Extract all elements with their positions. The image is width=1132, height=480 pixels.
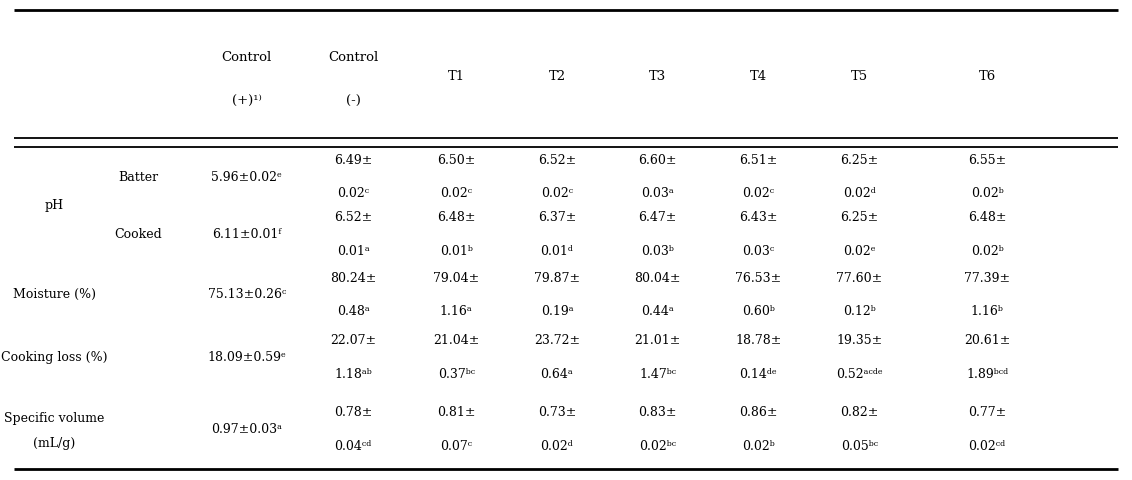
- Text: 6.50±: 6.50±: [437, 153, 475, 167]
- Text: 0.02ᶜ: 0.02ᶜ: [337, 187, 369, 200]
- Text: 80.04±: 80.04±: [634, 271, 681, 284]
- Text: 0.03ᵇ: 0.03ᵇ: [641, 244, 675, 258]
- Text: 6.49±: 6.49±: [334, 153, 372, 167]
- Text: Control: Control: [222, 51, 272, 64]
- Text: 6.51±: 6.51±: [739, 153, 778, 167]
- Text: (-): (-): [345, 94, 361, 108]
- Text: 6.52±: 6.52±: [538, 153, 576, 167]
- Text: 6.25±: 6.25±: [840, 153, 878, 167]
- Text: 0.12ᵇ: 0.12ᵇ: [843, 304, 875, 318]
- Text: 21.01±: 21.01±: [635, 333, 680, 347]
- Text: 0.02ᵇ: 0.02ᵇ: [743, 439, 774, 452]
- Text: 0.60ᵇ: 0.60ᵇ: [741, 304, 775, 318]
- Text: Cooking loss (%): Cooking loss (%): [1, 350, 108, 363]
- Text: 0.86±: 0.86±: [739, 405, 778, 419]
- Text: T6: T6: [978, 70, 996, 84]
- Text: 1.47ᵇᶜ: 1.47ᵇᶜ: [640, 367, 676, 380]
- Text: 18.09±0.59ᵉ: 18.09±0.59ᵉ: [207, 350, 286, 363]
- Text: 0.02ᶜ: 0.02ᶜ: [440, 187, 472, 200]
- Text: Moisture (%): Moisture (%): [12, 288, 96, 301]
- Text: 18.78±: 18.78±: [736, 333, 781, 347]
- Text: T4: T4: [749, 70, 767, 84]
- Text: 1.16ᵇ: 1.16ᵇ: [970, 304, 1004, 318]
- Text: 22.07±: 22.07±: [331, 333, 376, 347]
- Text: 0.44ᵃ: 0.44ᵃ: [642, 304, 674, 318]
- Text: 19.35±: 19.35±: [837, 333, 882, 347]
- Text: 6.60±: 6.60±: [638, 153, 677, 167]
- Text: 77.60±: 77.60±: [837, 271, 882, 284]
- Text: 79.04±: 79.04±: [434, 271, 479, 284]
- Text: 80.24±: 80.24±: [331, 271, 376, 284]
- Text: T5: T5: [850, 70, 868, 84]
- Text: 6.43±: 6.43±: [739, 211, 778, 224]
- Text: 6.37±: 6.37±: [538, 211, 576, 224]
- Text: 0.64ᵃ: 0.64ᵃ: [541, 367, 573, 380]
- Text: 21.04±: 21.04±: [434, 333, 479, 347]
- Text: 0.14ᵈᵉ: 0.14ᵈᵉ: [739, 367, 778, 380]
- Text: Cooked: Cooked: [114, 228, 162, 241]
- Text: 0.73±: 0.73±: [538, 405, 576, 419]
- Text: 0.02ᵇᶜ: 0.02ᵇᶜ: [640, 439, 676, 452]
- Text: 0.03ᵃ: 0.03ᵃ: [642, 187, 674, 200]
- Text: 0.77±: 0.77±: [968, 405, 1006, 419]
- Text: 77.39±: 77.39±: [964, 271, 1010, 284]
- Text: pH: pH: [45, 199, 63, 212]
- Text: 0.01ᵃ: 0.01ᵃ: [337, 244, 369, 258]
- Text: 0.02ᵉ: 0.02ᵉ: [843, 244, 875, 258]
- Text: Specific volume: Specific volume: [5, 411, 104, 425]
- Text: Control: Control: [328, 51, 378, 64]
- Text: 20.61±: 20.61±: [964, 333, 1010, 347]
- Text: 0.03ᶜ: 0.03ᶜ: [743, 244, 774, 258]
- Text: 0.83±: 0.83±: [638, 405, 677, 419]
- Text: T3: T3: [649, 70, 667, 84]
- Text: 6.55±: 6.55±: [968, 153, 1006, 167]
- Text: 0.97±0.03ᵃ: 0.97±0.03ᵃ: [212, 422, 282, 435]
- Text: 76.53±: 76.53±: [736, 271, 781, 284]
- Text: 0.78±: 0.78±: [334, 405, 372, 419]
- Text: 0.02ᵈ: 0.02ᵈ: [843, 187, 875, 200]
- Text: 0.02ᶜᵈ: 0.02ᶜᵈ: [969, 439, 1005, 452]
- Text: 0.19ᵃ: 0.19ᵃ: [541, 304, 573, 318]
- Text: 0.01ᵇ: 0.01ᵇ: [439, 244, 473, 258]
- Text: 1.18ᵃᵇ: 1.18ᵃᵇ: [334, 367, 372, 380]
- Text: 0.52ᵃᶜᵈᵉ: 0.52ᵃᶜᵈᵉ: [835, 367, 883, 380]
- Text: (mL/g): (mL/g): [33, 435, 76, 449]
- Text: 5.96±0.02ᵉ: 5.96±0.02ᵉ: [212, 170, 282, 183]
- Text: 1.89ᵇᶜᵈ: 1.89ᵇᶜᵈ: [966, 367, 1009, 380]
- Text: 0.82±: 0.82±: [840, 405, 878, 419]
- Text: 0.07ᶜ: 0.07ᶜ: [440, 439, 472, 452]
- Text: 6.48±: 6.48±: [968, 211, 1006, 224]
- Text: 6.47±: 6.47±: [638, 211, 677, 224]
- Text: 0.04ᶜᵈ: 0.04ᶜᵈ: [335, 439, 371, 452]
- Text: 6.48±: 6.48±: [437, 211, 475, 224]
- Text: 1.16ᵃ: 1.16ᵃ: [440, 304, 472, 318]
- Text: 6.25±: 6.25±: [840, 211, 878, 224]
- Text: 0.02ᶜ: 0.02ᶜ: [743, 187, 774, 200]
- Text: T1: T1: [447, 70, 465, 84]
- Text: 0.02ᵇ: 0.02ᵇ: [971, 244, 1003, 258]
- Text: 79.87±: 79.87±: [534, 271, 580, 284]
- Text: (+)¹⁾: (+)¹⁾: [232, 94, 261, 108]
- Text: 6.52±: 6.52±: [334, 211, 372, 224]
- Text: 0.81±: 0.81±: [437, 405, 475, 419]
- Text: 0.05ᵇᶜ: 0.05ᵇᶜ: [841, 439, 877, 452]
- Text: T2: T2: [548, 70, 566, 84]
- Text: 0.02ᵇ: 0.02ᵇ: [971, 187, 1003, 200]
- Text: 6.11±0.01ᶠ: 6.11±0.01ᶠ: [212, 228, 282, 241]
- Text: 75.13±0.26ᶜ: 75.13±0.26ᶜ: [207, 288, 286, 301]
- Text: 0.37ᵇᶜ: 0.37ᵇᶜ: [438, 367, 474, 380]
- Text: 0.02ᶜ: 0.02ᶜ: [541, 187, 573, 200]
- Text: 23.72±: 23.72±: [534, 333, 580, 347]
- Text: 0.48ᵃ: 0.48ᵃ: [337, 304, 369, 318]
- Text: Batter: Batter: [118, 170, 158, 183]
- Text: 0.02ᵈ: 0.02ᵈ: [541, 439, 573, 452]
- Text: 0.01ᵈ: 0.01ᵈ: [540, 244, 574, 258]
